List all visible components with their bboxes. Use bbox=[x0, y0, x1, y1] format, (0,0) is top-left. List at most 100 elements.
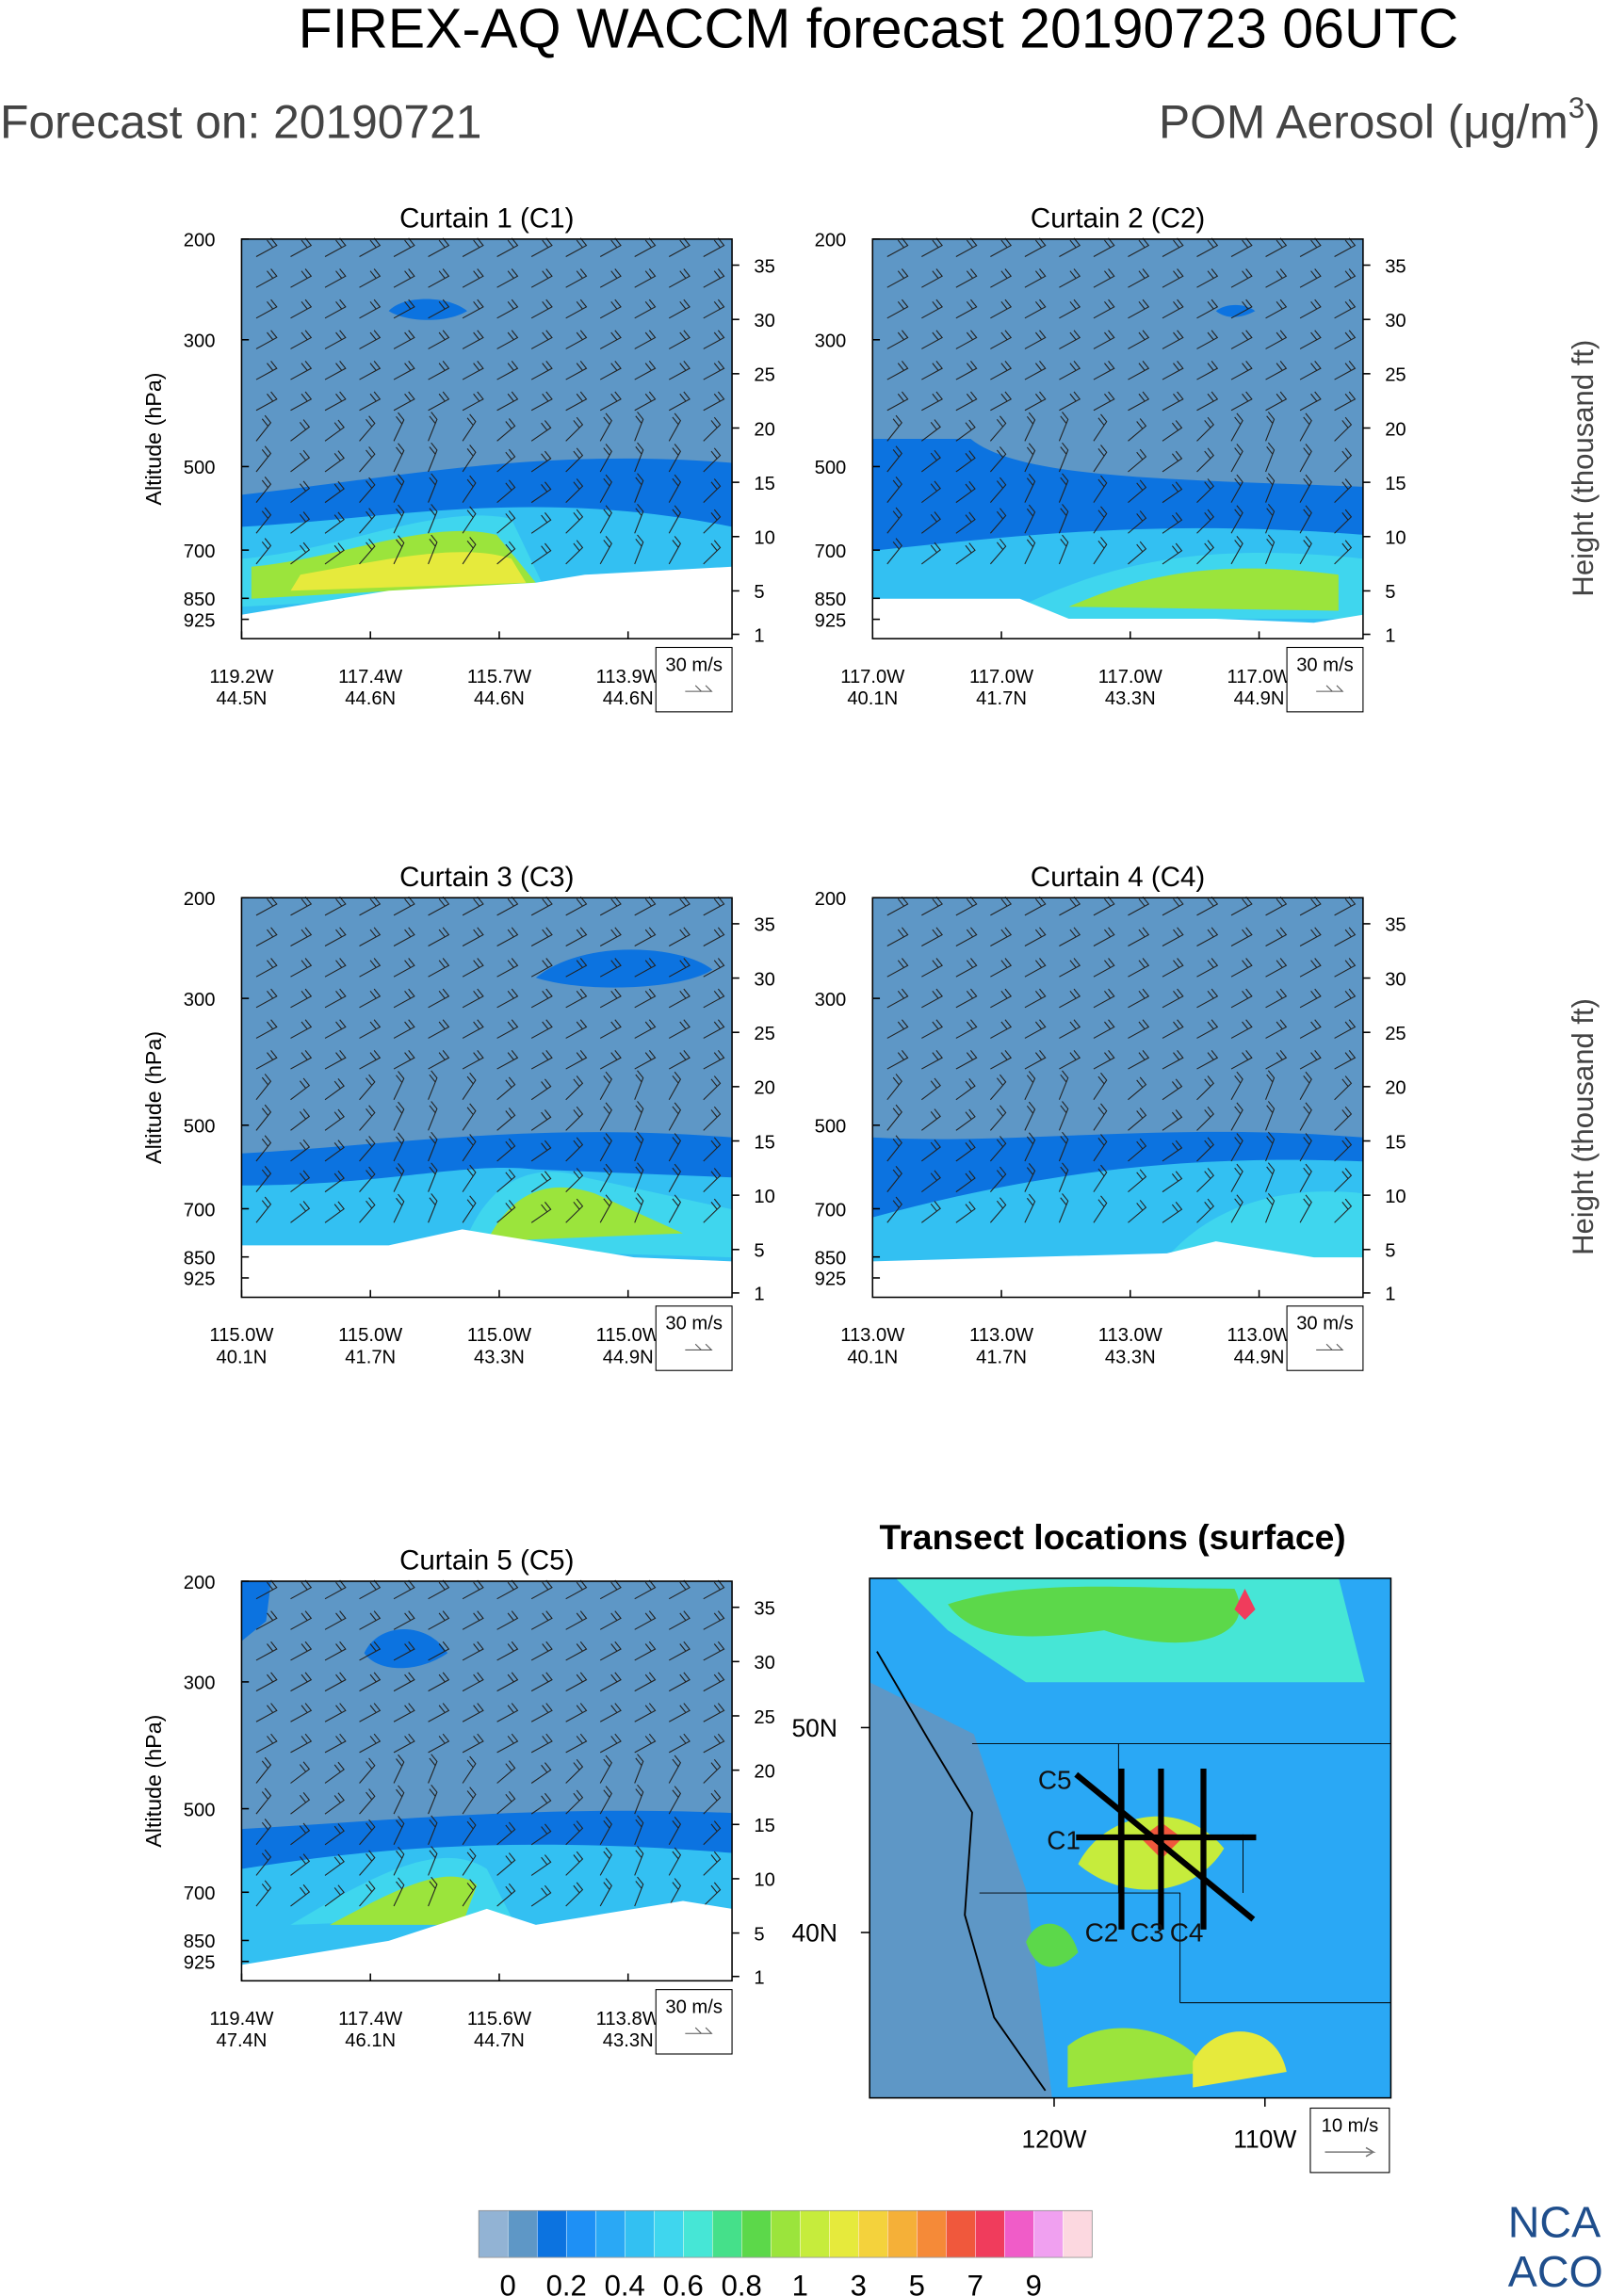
y-tick-label: 200 bbox=[815, 231, 847, 251]
wind-barb bbox=[1162, 1019, 1184, 1039]
wind-barb bbox=[599, 896, 622, 916]
wind-barb bbox=[496, 1579, 519, 1600]
wind-barb bbox=[990, 237, 1013, 258]
logo-line1: NCA bbox=[1508, 2197, 1601, 2246]
wind-barb bbox=[565, 330, 588, 349]
wind-barb bbox=[1230, 330, 1253, 349]
wind-barb bbox=[565, 1168, 584, 1193]
colorbar-box bbox=[741, 2210, 772, 2258]
wind-barbs bbox=[886, 896, 1357, 1223]
y2-tick-label: 20 bbox=[1385, 419, 1406, 440]
wind-barb bbox=[496, 1790, 516, 1815]
wind-barb bbox=[530, 1672, 553, 1692]
variable-close: ) bbox=[1585, 96, 1601, 149]
colorbar-label: 9 bbox=[1026, 2269, 1042, 2296]
wind-barb bbox=[668, 1733, 691, 1754]
y-tick-label: 700 bbox=[815, 542, 847, 562]
wind-barb bbox=[1093, 1164, 1108, 1192]
x-tick-lat: 44.6N bbox=[474, 688, 525, 709]
wind-barb bbox=[1059, 330, 1081, 349]
wind-barb bbox=[462, 988, 484, 1009]
wind-barb bbox=[1093, 927, 1115, 947]
contour-fill bbox=[1068, 568, 1339, 611]
wind-barb bbox=[886, 299, 909, 319]
wind-barb bbox=[1059, 988, 1081, 1009]
wind-barb bbox=[428, 958, 450, 978]
wind-barb bbox=[668, 1071, 682, 1100]
wind-barb bbox=[393, 1816, 405, 1846]
wind-barb bbox=[1128, 479, 1147, 504]
wind-barb bbox=[324, 268, 347, 288]
wind-barb bbox=[921, 391, 943, 412]
wind-barb bbox=[886, 477, 902, 503]
wind-barb bbox=[1230, 444, 1243, 473]
wind-barb bbox=[1265, 299, 1288, 319]
wind-barb bbox=[462, 413, 477, 442]
wind-barb bbox=[1093, 237, 1115, 258]
wind-barb bbox=[1024, 268, 1047, 288]
wind-barb bbox=[921, 896, 943, 916]
y2-tick-label: 25 bbox=[754, 1024, 774, 1044]
y2-tick-label: 10 bbox=[1385, 1187, 1406, 1207]
wind-barb bbox=[668, 268, 691, 288]
wind-barb bbox=[359, 1136, 376, 1162]
wind-barb bbox=[255, 1196, 272, 1223]
wind-barb bbox=[955, 511, 976, 534]
wind-barb bbox=[1230, 505, 1243, 534]
wind-barb bbox=[1230, 958, 1253, 978]
wind-barb bbox=[989, 415, 1007, 442]
wind-barb bbox=[255, 1787, 272, 1815]
wind-barb bbox=[955, 237, 978, 258]
wind-barb bbox=[1334, 416, 1353, 442]
y2-tick-label: 15 bbox=[1385, 1132, 1406, 1153]
wind-barb bbox=[496, 1883, 516, 1907]
wind-barb bbox=[359, 415, 376, 442]
wind-barb bbox=[1230, 237, 1253, 258]
colorbar-box bbox=[624, 2210, 655, 2258]
wind-barb bbox=[1093, 391, 1115, 412]
wind-barb bbox=[634, 412, 644, 442]
wind-barb bbox=[1196, 927, 1219, 947]
y2-tick-label: 10 bbox=[754, 1187, 774, 1207]
y2-tick-label: 5 bbox=[754, 1241, 764, 1262]
wind-barb bbox=[886, 896, 909, 916]
wind-barb bbox=[359, 988, 382, 1009]
wind-barb bbox=[921, 927, 943, 947]
wind-barb bbox=[496, 1050, 519, 1070]
wind-barb bbox=[634, 896, 657, 916]
wind-barb bbox=[703, 1672, 725, 1692]
wind-barb bbox=[1059, 361, 1081, 380]
wind-barb bbox=[255, 299, 278, 319]
wind-barb bbox=[290, 927, 313, 947]
y2-axis-label: Height (thousand ft) bbox=[1567, 998, 1600, 1255]
wind-barb bbox=[955, 1019, 978, 1039]
wind-barb bbox=[324, 988, 347, 1009]
x-tick-lon: 113.0W bbox=[969, 1325, 1033, 1346]
wind-barb bbox=[955, 361, 978, 380]
wind-barb bbox=[393, 504, 405, 534]
y2-tick-label: 20 bbox=[754, 419, 774, 440]
x-tick-lon: 115.0W bbox=[338, 1325, 402, 1346]
colorbar-label: 3 bbox=[851, 2269, 867, 2296]
wind-barb bbox=[530, 1050, 553, 1070]
wind-barb bbox=[668, 927, 691, 947]
wind-barb bbox=[1024, 927, 1047, 947]
y-tick-label: 300 bbox=[184, 1673, 216, 1694]
wind-barb bbox=[530, 1140, 552, 1162]
wind-barb bbox=[599, 958, 622, 978]
wind-barb bbox=[565, 1641, 588, 1661]
wind-barb bbox=[1299, 1163, 1312, 1192]
wind-barb bbox=[255, 958, 278, 978]
wind-barb bbox=[1059, 391, 1081, 412]
transect-label: C1 bbox=[1047, 1825, 1081, 1854]
wind-barb bbox=[428, 988, 450, 1009]
wind-barb bbox=[428, 237, 450, 258]
wind-barb bbox=[989, 538, 1007, 565]
wind-barb bbox=[703, 1137, 722, 1162]
wind-key-barb bbox=[685, 2027, 713, 2034]
wind-barb bbox=[359, 1105, 376, 1131]
wind-barb bbox=[1024, 504, 1036, 534]
wind-barb bbox=[1299, 444, 1312, 473]
wind-barb bbox=[1128, 268, 1150, 288]
wind-barb bbox=[1299, 1019, 1322, 1039]
